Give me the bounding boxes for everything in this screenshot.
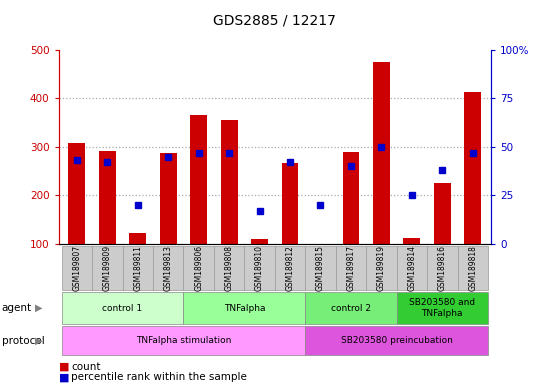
- Text: ▶: ▶: [35, 303, 42, 313]
- Text: ■: ■: [59, 372, 69, 382]
- Text: GSM189811: GSM189811: [133, 245, 142, 291]
- Bar: [92, 246, 123, 290]
- Bar: [153, 246, 184, 290]
- Text: control 1: control 1: [103, 304, 143, 313]
- Bar: [458, 246, 488, 290]
- Text: GSM189817: GSM189817: [347, 245, 355, 291]
- Bar: [160, 153, 176, 244]
- Bar: [366, 246, 397, 290]
- Bar: [244, 246, 275, 290]
- Text: GSM189806: GSM189806: [194, 245, 203, 291]
- Bar: [69, 144, 85, 244]
- Text: agent: agent: [2, 303, 32, 313]
- Text: percentile rank within the sample: percentile rank within the sample: [71, 372, 247, 382]
- Bar: [184, 292, 305, 324]
- Bar: [397, 292, 488, 324]
- Bar: [403, 238, 420, 244]
- Text: GDS2885 / 12217: GDS2885 / 12217: [213, 13, 336, 27]
- Bar: [214, 246, 244, 290]
- Text: GSM189810: GSM189810: [255, 245, 264, 291]
- Bar: [251, 239, 268, 244]
- Bar: [305, 246, 336, 290]
- Bar: [61, 292, 184, 324]
- Text: GSM189819: GSM189819: [377, 245, 386, 291]
- Bar: [61, 326, 305, 355]
- Bar: [397, 246, 427, 290]
- Text: GSM189813: GSM189813: [163, 245, 173, 291]
- Text: control 2: control 2: [331, 304, 371, 313]
- Bar: [184, 246, 214, 290]
- Bar: [427, 246, 458, 290]
- Bar: [282, 163, 299, 244]
- Bar: [129, 233, 146, 244]
- Text: GSM189814: GSM189814: [407, 245, 416, 291]
- Bar: [305, 326, 488, 355]
- Bar: [434, 183, 451, 244]
- Bar: [275, 246, 305, 290]
- Text: GSM189816: GSM189816: [438, 245, 447, 291]
- Text: ■: ■: [59, 361, 69, 372]
- Bar: [305, 292, 397, 324]
- Text: GSM189812: GSM189812: [286, 245, 295, 291]
- Bar: [123, 246, 153, 290]
- Bar: [343, 152, 359, 244]
- Text: ▶: ▶: [35, 336, 42, 346]
- Text: GSM189818: GSM189818: [468, 245, 477, 291]
- Text: GSM189807: GSM189807: [73, 245, 81, 291]
- Bar: [464, 92, 481, 244]
- Text: TNFalpha stimulation: TNFalpha stimulation: [136, 336, 231, 345]
- Text: GSM189815: GSM189815: [316, 245, 325, 291]
- Bar: [99, 151, 116, 244]
- Bar: [336, 246, 366, 290]
- Bar: [221, 120, 238, 244]
- Text: count: count: [71, 361, 101, 372]
- Text: GSM189809: GSM189809: [103, 245, 112, 291]
- Text: SB203580 preincubation: SB203580 preincubation: [341, 336, 453, 345]
- Text: GSM189808: GSM189808: [225, 245, 234, 291]
- Text: SB203580 and
TNFalpha: SB203580 and TNFalpha: [409, 298, 475, 318]
- Text: protocol: protocol: [2, 336, 45, 346]
- Bar: [190, 115, 207, 244]
- Text: TNFalpha: TNFalpha: [224, 304, 265, 313]
- Bar: [61, 246, 92, 290]
- Bar: [373, 62, 390, 244]
